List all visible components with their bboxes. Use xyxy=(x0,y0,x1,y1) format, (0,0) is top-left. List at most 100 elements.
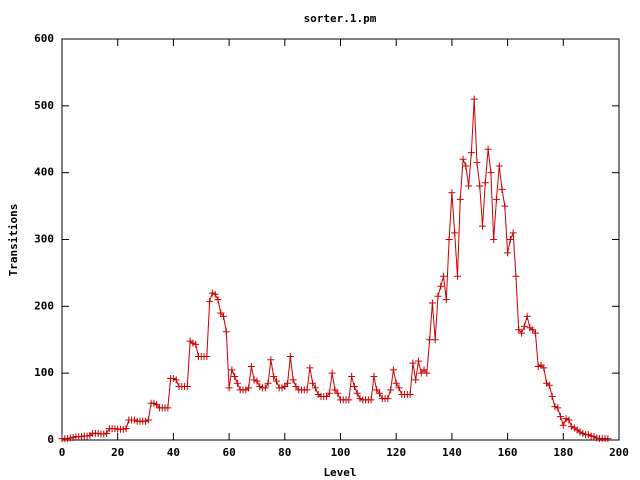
x-axis-label: Level xyxy=(323,466,356,479)
data-point xyxy=(412,376,420,384)
data-point xyxy=(467,149,475,157)
data-point xyxy=(520,322,528,330)
data-point xyxy=(479,222,487,230)
y-tick-label: 500 xyxy=(34,99,54,112)
data-point xyxy=(228,366,236,374)
data-point xyxy=(548,393,556,401)
data-point xyxy=(490,236,498,243)
data-point xyxy=(345,396,353,404)
data-point xyxy=(164,404,172,412)
x-tick-label: 100 xyxy=(331,446,351,459)
y-tick-label: 0 xyxy=(47,433,54,446)
data-point xyxy=(448,189,456,197)
data-point xyxy=(470,95,478,103)
y-tick-label: 200 xyxy=(34,299,54,312)
data-point xyxy=(554,404,562,412)
data-point xyxy=(431,336,439,344)
data-point xyxy=(350,383,358,391)
plot-frame xyxy=(61,38,620,441)
data-point xyxy=(473,159,481,167)
data-point xyxy=(506,236,514,243)
data-point xyxy=(264,379,272,387)
data-point xyxy=(306,364,314,372)
data-point xyxy=(267,356,275,364)
data-point xyxy=(233,379,241,387)
data-point xyxy=(559,421,567,429)
data-point xyxy=(540,364,548,372)
data-point xyxy=(451,229,459,237)
data-point xyxy=(206,298,214,306)
data-point xyxy=(487,169,495,177)
data-point xyxy=(353,389,361,397)
data-point xyxy=(286,352,294,360)
data-point xyxy=(453,272,461,280)
x-tick-label: 120 xyxy=(386,446,406,459)
data-point xyxy=(325,389,333,397)
data-point xyxy=(557,413,565,421)
data-point xyxy=(565,416,573,424)
data-point xyxy=(231,373,239,381)
y-tick-label: 300 xyxy=(34,233,54,246)
data-point xyxy=(270,373,278,381)
data-point xyxy=(531,329,539,337)
data-point xyxy=(406,391,414,399)
data-point xyxy=(428,299,436,307)
data-point xyxy=(192,340,200,348)
data-point xyxy=(272,377,280,385)
data-point xyxy=(144,416,152,424)
data-point xyxy=(498,185,506,193)
data-point xyxy=(375,389,383,397)
data-point xyxy=(253,377,261,385)
data-point xyxy=(437,282,445,290)
data-point xyxy=(395,384,403,392)
data-point xyxy=(423,369,431,377)
data-point xyxy=(545,381,553,389)
x-tick-label: 60 xyxy=(222,446,235,459)
data-point xyxy=(261,384,269,392)
x-tick-label: 180 xyxy=(553,446,573,459)
data-point xyxy=(172,376,180,384)
data-point xyxy=(604,435,612,443)
data-point xyxy=(389,366,397,374)
data-point xyxy=(484,145,492,153)
x-tick-label: 0 xyxy=(59,446,66,459)
data-point xyxy=(103,429,111,437)
data-point xyxy=(465,182,473,190)
data-point xyxy=(370,373,378,381)
data-point xyxy=(225,384,233,392)
data-point xyxy=(518,329,526,337)
data-point xyxy=(509,229,517,237)
x-tick-label: 20 xyxy=(111,446,124,459)
data-point xyxy=(459,155,467,163)
chart-title: sorter.1.pm xyxy=(304,12,377,25)
data-point xyxy=(409,359,417,367)
x-tick-label: 40 xyxy=(167,446,180,459)
x-tick-label: 140 xyxy=(442,446,462,459)
data-point xyxy=(442,296,450,304)
data-point xyxy=(222,328,230,336)
data-point xyxy=(456,195,464,203)
data-point xyxy=(476,182,484,190)
data-point xyxy=(434,292,442,300)
data-point xyxy=(122,425,130,433)
y-axis-label: Transitions xyxy=(7,204,20,277)
data-point xyxy=(462,162,470,170)
data-point xyxy=(211,290,219,298)
data-point xyxy=(303,386,311,394)
data-point xyxy=(367,396,375,404)
data-point xyxy=(220,312,228,320)
y-tick-label: 400 xyxy=(34,166,54,179)
data-point xyxy=(309,379,317,387)
x-tick-label: 80 xyxy=(278,446,291,459)
data-point xyxy=(504,249,512,257)
data-point xyxy=(245,384,253,392)
data-point xyxy=(384,395,392,403)
data-point xyxy=(445,236,453,243)
data-point xyxy=(512,272,520,280)
y-tick-label: 600 xyxy=(34,32,54,45)
data-point xyxy=(387,386,395,394)
x-tick-label: 160 xyxy=(498,446,518,459)
data-point xyxy=(183,383,191,391)
data-point xyxy=(328,369,336,377)
